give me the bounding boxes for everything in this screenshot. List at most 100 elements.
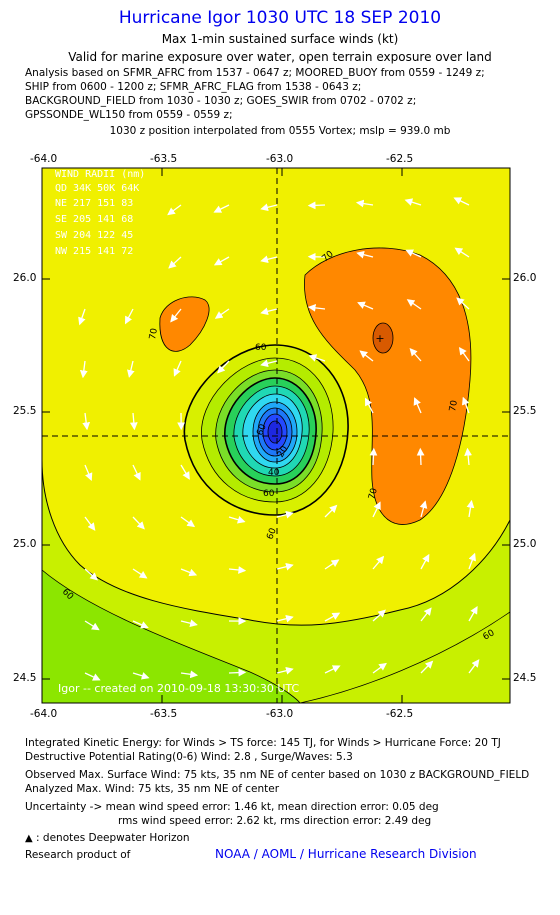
y-tick-label-right: 24.5	[513, 672, 537, 684]
wind-vector-arrow	[404, 198, 422, 206]
deepwater-legend: ▲ : denotes Deepwater Horizon	[25, 832, 190, 844]
wind-vector-arrow	[468, 605, 478, 622]
wind-vector-arrow	[132, 464, 141, 481]
wind-vector-arrow	[228, 566, 247, 574]
wind-radii-row: NW 215 141 72	[55, 246, 133, 257]
x-tick-label-bottom: -64.0	[30, 708, 58, 720]
y-tick-label-left: 25.5	[13, 405, 37, 417]
y-tick-label-left: 25.0	[13, 538, 37, 550]
wind-vector-arrow	[180, 670, 199, 679]
wind-radii-table: WIND RADII (nm) QD 34K 50K 64K NE 217 15…	[55, 169, 145, 257]
wind-vector-arrow	[468, 552, 476, 570]
wind-vector-arrow	[372, 501, 381, 518]
wind-vector-arrow	[213, 256, 230, 266]
wind-radii-title: WIND RADII (nm)	[55, 169, 145, 180]
wind-radii-row: SW 204 122 45	[55, 230, 133, 241]
contour-label: 70	[148, 327, 160, 340]
contour-label: 60	[255, 423, 268, 437]
wind-ring-10	[267, 420, 283, 444]
wind-vector-arrow	[419, 500, 428, 518]
wind-vector-arrow	[228, 515, 246, 524]
wind-vector-arrow	[413, 397, 422, 414]
wind-band-70-right	[304, 247, 472, 525]
wind-contours: + 70 70 60 70 70 60 60 60 60 40 20 60 WI…	[42, 168, 510, 703]
wind-vector-arrow	[170, 308, 182, 323]
uncertainty-rms-line: rms wind speed error: 2.62 kt, rms direc…	[118, 815, 432, 827]
x-tick-label-bottom: -63.5	[150, 708, 178, 720]
wind-vector-arrow	[461, 396, 470, 414]
analysis-line: SHIP from 0600 - 1200 z; SFMR_AFRC_FLAG …	[25, 81, 362, 93]
wind-vector-arrow	[180, 568, 198, 577]
wind-vector-arrow	[217, 360, 230, 374]
analysis-line: BACKGROUND_FIELD from 1030 - 1030 z; GOE…	[25, 95, 417, 107]
noaa-link[interactable]: NOAA / AOML / Hurricane Research Divisio…	[215, 847, 477, 861]
wind-vector-arrow	[364, 397, 374, 414]
uncertainty-line: Uncertainty -> mean wind speed error: 1.…	[25, 801, 439, 813]
wind-vector-arrow	[79, 360, 88, 379]
wind-vector-arrow	[406, 299, 422, 310]
wind-vector-arrow	[84, 516, 96, 531]
wind-vector-arrow	[372, 662, 387, 674]
y-tick-label-right: 26.0	[513, 272, 537, 284]
wind-vector-arrow	[132, 672, 150, 680]
wind-vector-arrow	[78, 308, 86, 326]
wind-vector-arrow	[420, 607, 432, 622]
wind-vector-arrow	[82, 412, 91, 431]
wind-vector-arrow	[167, 204, 182, 216]
wind-vector-arrow	[276, 510, 294, 519]
wind-radii-row: SE 205 141 68	[55, 214, 133, 225]
wind-vector-arrow	[420, 660, 434, 674]
contour-line-50	[42, 569, 301, 703]
wind-vector-arrow	[420, 553, 430, 570]
wind-vector-arrow	[84, 672, 101, 681]
wind-vector-arrow	[260, 203, 278, 212]
wind-vector-arrow	[372, 609, 386, 622]
x-tick-label-bottom: -62.5	[386, 708, 414, 720]
wind-vector-arrow	[324, 559, 340, 570]
x-tick-label-top: -64.0	[30, 153, 58, 165]
wind-vector-arrow	[276, 614, 294, 623]
wind-vector-arrow	[356, 250, 374, 259]
wind-vector-arrow	[357, 301, 374, 310]
wind-vectors	[78, 197, 480, 681]
wind-vector-arrow	[180, 516, 196, 528]
wind-vector-arrow	[409, 348, 422, 362]
wind-vector-arrow	[132, 568, 148, 579]
wind-max-core	[372, 322, 394, 354]
contour-label: 60	[255, 343, 267, 353]
wind-band-40-50	[42, 570, 300, 703]
x-tick-label-bottom: -63.0	[266, 708, 294, 720]
observed-max-line: Observed Max. Surface Wind: 75 kts, 35 n…	[25, 769, 530, 781]
wind-vector-arrow	[324, 665, 341, 674]
wind-vector-arrow	[260, 255, 278, 264]
map-title: Hurricane Igor 1030 UTC 18 SEP 2010	[118, 8, 442, 28]
wind-vector-arrow	[369, 447, 378, 466]
y-tick-label-left: 24.5	[13, 672, 37, 684]
wind-vector-arrow	[456, 297, 470, 310]
wind-vector-arrow	[416, 447, 425, 466]
contour-line-55	[299, 611, 510, 703]
wind-vector-arrow	[260, 307, 278, 316]
wind-radii-row: NE 217 151 83	[55, 198, 133, 209]
wind-vector-arrow	[308, 354, 326, 362]
wind-vector-arrow	[180, 464, 190, 480]
x-tick-label-top: -62.5	[386, 153, 414, 165]
wind-vector-arrow	[168, 256, 182, 269]
wind-vector-arrow	[466, 499, 475, 518]
wind-vector-arrow	[173, 360, 182, 377]
contour-label: 70	[448, 399, 460, 412]
wind-vector-arrow	[84, 464, 93, 481]
wind-vector-arrow	[372, 555, 385, 570]
wind-vector-arrow	[132, 516, 145, 530]
wind-vector-arrow	[464, 447, 472, 466]
deepwater-legend-label: : denotes Deepwater Horizon	[36, 832, 190, 844]
wind-vector-arrow	[129, 412, 138, 431]
wind-vector-arrow	[132, 620, 149, 629]
research-label: Research product of	[25, 849, 131, 861]
wind-vector-arrow	[84, 568, 98, 581]
map-credit: Igor -- created on 2010-09-18 13:30:30 U…	[58, 682, 299, 695]
wind-vector-arrow	[307, 201, 326, 210]
wind-vector-arrow	[228, 668, 247, 677]
analysis-line: GPSSONDE_WL150 from 0559 - 0559 z;	[25, 109, 233, 121]
x-tick-label-top: -63.5	[150, 153, 178, 165]
